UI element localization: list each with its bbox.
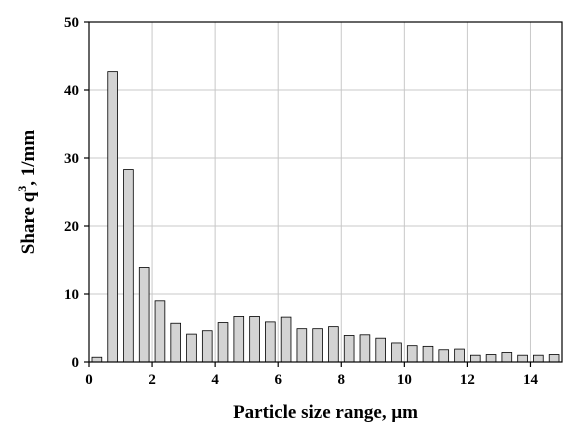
x-tick-label-6: 12 xyxy=(460,372,475,388)
bar-19 xyxy=(391,342,402,363)
bar-4 xyxy=(154,300,166,363)
bar-24 xyxy=(469,354,481,363)
bar-15 xyxy=(328,326,339,363)
bar-9 xyxy=(233,316,245,363)
bars xyxy=(91,71,560,363)
bar-6 xyxy=(186,333,197,363)
bar-27 xyxy=(517,354,528,363)
bar-7 xyxy=(201,330,213,363)
bar-5 xyxy=(170,322,182,363)
y-tick-label-2: 20 xyxy=(64,219,79,235)
x-tick-label-1: 2 xyxy=(148,372,156,388)
bar-16 xyxy=(343,335,355,363)
bar-8 xyxy=(217,322,229,363)
y-axis-label: Share q3, 1/mm xyxy=(15,130,39,255)
bar-26 xyxy=(501,352,513,363)
tick-marks xyxy=(84,21,532,367)
gridlines xyxy=(89,22,562,362)
bar-13 xyxy=(296,328,308,363)
bar-29 xyxy=(548,354,560,363)
bar-18 xyxy=(375,337,386,363)
bar-3 xyxy=(138,267,150,363)
bar-12 xyxy=(280,316,292,363)
y-tick-label-3: 30 xyxy=(64,151,79,167)
bar-11 xyxy=(265,321,276,363)
x-tick-label-0: 0 xyxy=(85,372,93,388)
y-tick-label-1: 10 xyxy=(64,287,79,303)
bar-14 xyxy=(312,328,323,363)
bar-22 xyxy=(438,349,450,363)
bar-2 xyxy=(123,169,134,363)
y-tick-label-5: 50 xyxy=(64,15,79,31)
bar-0 xyxy=(91,356,103,363)
y-tick-label-4: 40 xyxy=(64,83,79,99)
bar-25 xyxy=(485,354,497,363)
x-tick-label-3: 6 xyxy=(274,372,282,388)
y-axis-label-superscript: 3 xyxy=(15,186,29,192)
bar-17 xyxy=(359,334,371,363)
plot-frame xyxy=(88,21,563,363)
y-tick-label-0: 0 xyxy=(72,355,80,371)
x-tick-label-4: 8 xyxy=(338,372,346,388)
y-axis-label-rest: , 1/mm xyxy=(18,130,39,186)
bar-10 xyxy=(249,316,260,363)
bar-21 xyxy=(422,345,434,363)
y-tick-labels: 0 10 20 30 40 50 xyxy=(64,15,79,371)
x-tick-labels: 0 2 4 6 8 10 12 14 xyxy=(85,372,538,388)
bar-20 xyxy=(406,345,418,363)
x-tick-label-2: 4 xyxy=(211,372,219,388)
x-axis-label: Particle size range, μm xyxy=(233,402,418,423)
bar-28 xyxy=(533,354,544,363)
bar-23 xyxy=(454,348,465,363)
x-tick-label-5: 10 xyxy=(397,372,412,388)
x-tick-label-7: 14 xyxy=(523,372,539,388)
y-axis-label-base: Share q xyxy=(18,191,39,254)
bar-1 xyxy=(107,71,118,363)
